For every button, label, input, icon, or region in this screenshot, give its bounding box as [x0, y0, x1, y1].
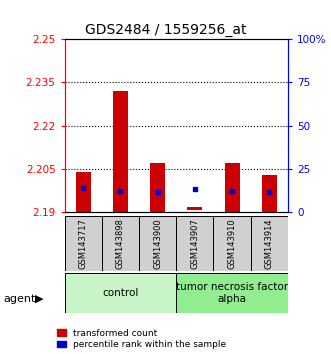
Bar — [176, 273, 288, 313]
Bar — [225, 163, 240, 212]
Text: GSM143717: GSM143717 — [79, 218, 88, 269]
Text: GSM143898: GSM143898 — [116, 218, 125, 269]
Legend: transformed count, percentile rank within the sample: transformed count, percentile rank withi… — [58, 329, 226, 349]
Text: tumor necrosis factor
alpha: tumor necrosis factor alpha — [176, 282, 288, 304]
Bar — [102, 216, 139, 271]
Text: agent: agent — [3, 294, 36, 304]
Bar — [251, 216, 288, 271]
Bar — [176, 216, 213, 271]
Text: GSM143900: GSM143900 — [153, 218, 162, 269]
Text: GSM143910: GSM143910 — [228, 218, 237, 269]
Bar — [262, 175, 277, 212]
Bar — [150, 163, 165, 212]
Text: GDS2484 / 1559256_at: GDS2484 / 1559256_at — [85, 23, 246, 37]
Bar — [65, 273, 176, 313]
Bar — [113, 91, 128, 212]
Bar — [139, 216, 176, 271]
Text: GSM143907: GSM143907 — [190, 218, 199, 269]
Bar — [213, 216, 251, 271]
Bar — [187, 207, 202, 210]
Bar — [65, 216, 102, 271]
Text: control: control — [102, 288, 139, 298]
Text: GSM143914: GSM143914 — [265, 218, 274, 269]
Bar — [76, 172, 91, 212]
Text: ▶: ▶ — [35, 294, 43, 304]
